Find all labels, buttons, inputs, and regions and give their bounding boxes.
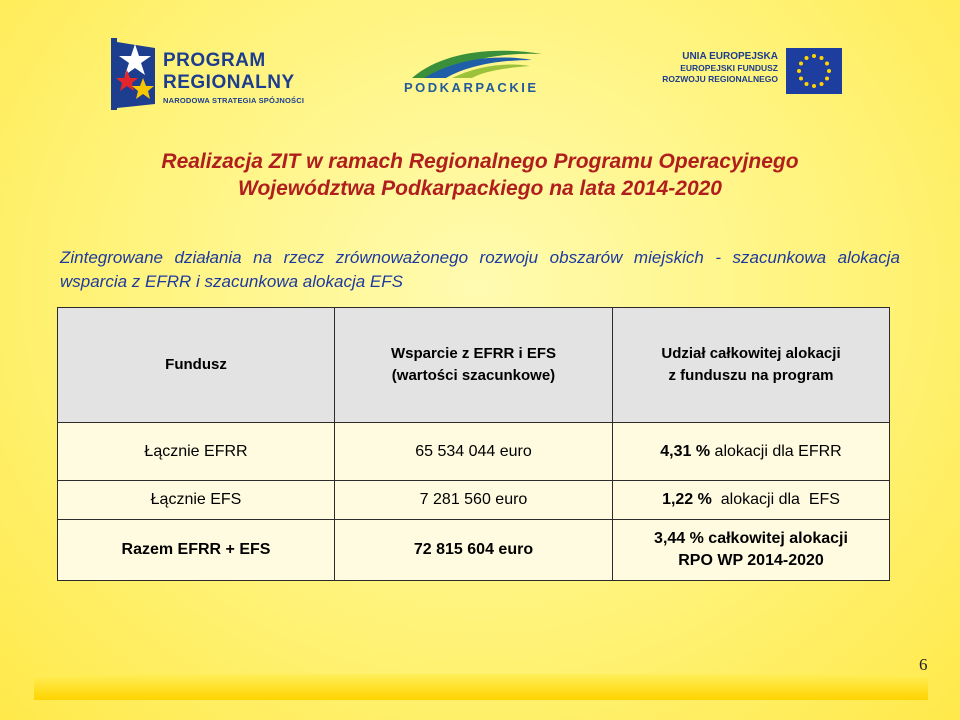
star-flag-icon	[111, 38, 155, 110]
table-row: Łącznie EFRR 65 534 044 euro 4,31 % alok…	[57, 422, 890, 481]
cell-share: 1,22 % alokacji dla EFS	[612, 480, 890, 520]
share-text: alokacji dla EFS	[711, 491, 840, 508]
header-udzial: Udział całkowitej alokacji z funduszu na…	[612, 307, 890, 423]
cell-value: 72 815 604 euro	[334, 519, 613, 581]
logo-line-unia: UNIA EUROPEJSKA	[682, 51, 778, 62]
logo-podkarpackie-text: PODKARPACKIE	[404, 80, 539, 95]
logo-line-rozwoju: ROZWOJU REGIONALNEGO	[662, 74, 778, 84]
table-header-row: Fundusz Wsparcie z EFRR i EFS (wartości …	[57, 307, 890, 423]
header-wsparcie-line1: Wsparcie z EFRR i EFS	[390, 345, 557, 362]
page-title: Realizacja ZIT w ramach Regionalnego Pro…	[0, 148, 960, 202]
cell-share: 3,44 % całkowitej alokacji RPO WP 2014-2…	[612, 519, 890, 581]
cell-share: 4,31 % alokacji dla EFRR	[612, 422, 890, 481]
title-line-1: Realizacja ZIT w ramach Regionalnego Pro…	[161, 150, 799, 173]
share-pct: 1,22 %	[662, 491, 712, 508]
share-line1: 3,44 % całkowitej alokacji	[654, 530, 848, 547]
page-subtitle: Zintegrowane działania na rzecz zrównowa…	[60, 248, 900, 291]
title-line-2: Województwa Podkarpackiego na lata 2014-…	[238, 177, 722, 200]
header-udzial-line1: Udział całkowitej alokacji	[661, 345, 841, 362]
logo-line-program: PROGRAM	[163, 50, 266, 71]
cell-value: 7 281 560 euro	[334, 480, 613, 520]
header-wsparcie: Wsparcie z EFRR i EFS (wartości szacunko…	[334, 307, 613, 423]
footer-bar	[34, 674, 928, 700]
table-row: Łącznie EFS 7 281 560 euro 1,22 % alokac…	[57, 480, 890, 520]
program-regionalny-logo: PROGRAM REGIONALNY NARODOWA STRATEGIA SP…	[105, 34, 325, 114]
header-wsparcie-line2: (wartości szacunkowe)	[391, 367, 556, 384]
share-line2: RPO WP 2014-2020	[678, 552, 824, 569]
share-text: alokacji dla EFRR	[710, 442, 842, 460]
eu-logo: UNIA EUROPEJSKA EUROPEJSKI FUNDUSZ ROZWO…	[648, 46, 848, 98]
page-number: 6	[919, 655, 928, 674]
logo-line-strategia: NARODOWA STRATEGIA SPÓJNOŚCI	[163, 96, 305, 105]
eu-flag-icon	[786, 48, 842, 94]
cell-fund: Łącznie EFS	[57, 480, 335, 520]
cell-fund: Łącznie EFRR	[57, 422, 335, 481]
hills-icon	[412, 50, 542, 78]
cell-value: 65 534 044 euro	[334, 422, 613, 481]
header-udzial-line2: z funduszu na program	[668, 367, 834, 384]
cell-fund: Razem EFRR + EFS	[57, 519, 335, 581]
logo-line-regionalny: REGIONALNY	[163, 72, 295, 93]
share-pct: 4,31 %	[660, 442, 711, 460]
allocation-table: Fundusz Wsparcie z EFRR i EFS (wartości …	[57, 307, 890, 581]
logo-line-fundusz: EUROPEJSKI FUNDUSZ	[680, 63, 778, 73]
header-fundusz: Fundusz	[57, 307, 335, 423]
table-row: Razem EFRR + EFS 72 815 604 euro 3,44 % …	[57, 519, 890, 581]
podkarpackie-logo: PODKARPACKIE	[398, 42, 558, 102]
